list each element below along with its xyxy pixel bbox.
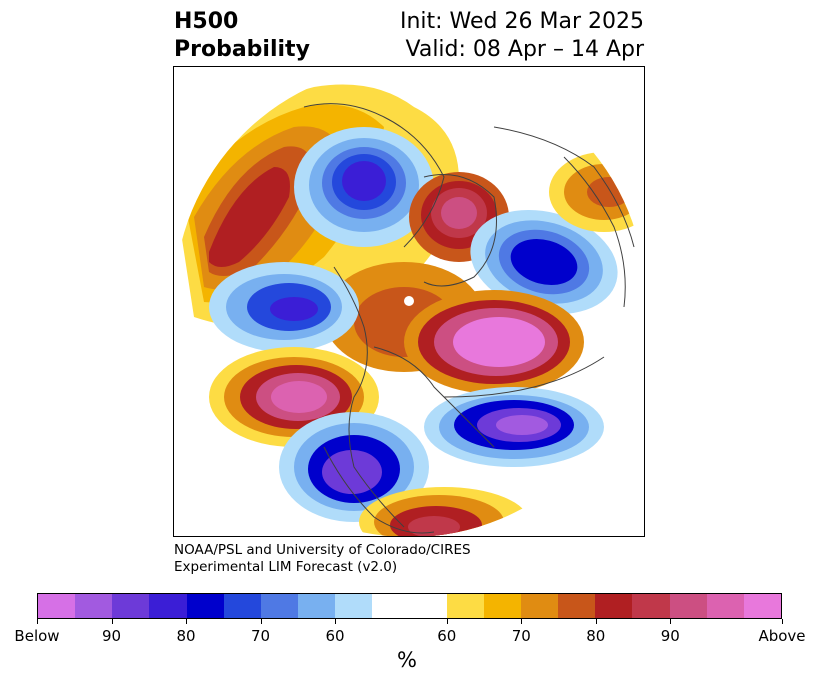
colorbar-tick-mark <box>186 619 187 624</box>
colorbar-segment <box>521 594 559 618</box>
colorbar-tick-label: Above <box>758 627 806 645</box>
colorbar <box>37 593 782 619</box>
colorbar-tick-mark <box>521 619 522 624</box>
colorbar-tick-mark <box>37 619 38 624</box>
colorbar-segment <box>743 594 782 618</box>
credit-line-2: Experimental LIM Forecast (v2.0) <box>174 559 398 575</box>
colorbar-tick-label: 70 <box>250 627 271 645</box>
colorbar-tick-mark <box>112 619 113 624</box>
colorbar-tick-mark <box>782 619 783 624</box>
colorbar-segment <box>112 594 150 618</box>
colorbar-segment <box>706 594 744 618</box>
colorbar-tick-label: 60 <box>325 627 345 645</box>
colorbar-segment <box>335 594 373 618</box>
anomaly-field <box>174 67 644 536</box>
init-date: Init: Wed 26 Mar 2025 <box>399 9 644 34</box>
colorbar-tick-label: 60 <box>437 627 457 645</box>
title-right: Init: Wed 26 Mar 2025 Valid: 08 Apr – 14… <box>400 8 644 64</box>
colorbar-tick-label: 80 <box>586 627 606 645</box>
map-svg <box>174 67 644 536</box>
colorbar-tick-mark <box>447 619 448 624</box>
colorbar-segment <box>223 594 261 618</box>
colorbar-tick-mark <box>670 619 671 624</box>
colorbar-tick-label: 70 <box>511 627 531 645</box>
product-title: Probability <box>174 37 310 62</box>
colorbar-segment <box>669 594 707 618</box>
colorbar-tick-mark <box>335 619 336 624</box>
credit-line-1: NOAA/PSL and University of Colorado/CIRE… <box>174 542 471 558</box>
variable-title: H500 <box>174 9 239 34</box>
colorbar-unit: % <box>397 648 417 672</box>
colorbar-segment <box>260 594 299 618</box>
colorbar-tick-label: 80 <box>176 627 196 645</box>
colorbar-segment <box>632 594 670 618</box>
coastlines <box>303 103 635 534</box>
colorbar-tick-label: 90 <box>101 627 122 645</box>
colorbar-segment <box>595 594 633 618</box>
colorbar-segment <box>483 594 522 618</box>
colorbar-tick-label: 90 <box>660 627 680 645</box>
colorbar-segment <box>298 594 336 618</box>
title-left: H500 Probability <box>174 8 310 64</box>
colorbar-segment <box>372 594 447 618</box>
colorbar-tick-mark <box>596 619 597 624</box>
credit: NOAA/PSL and University of Colorado/CIRE… <box>174 542 471 576</box>
colorbar-segment <box>186 594 224 618</box>
valid-date: Valid: 08 Apr – 14 Apr <box>405 37 645 62</box>
probability-map <box>173 66 645 537</box>
colorbar-tick-label: Below <box>14 627 60 645</box>
colorbar-segment <box>446 594 484 618</box>
colorbar-segment <box>149 594 187 618</box>
colorbar-segment <box>558 594 596 618</box>
colorbar-segment <box>38 594 76 618</box>
colorbar-segment <box>75 594 113 618</box>
colorbar-tick-mark <box>261 619 262 624</box>
